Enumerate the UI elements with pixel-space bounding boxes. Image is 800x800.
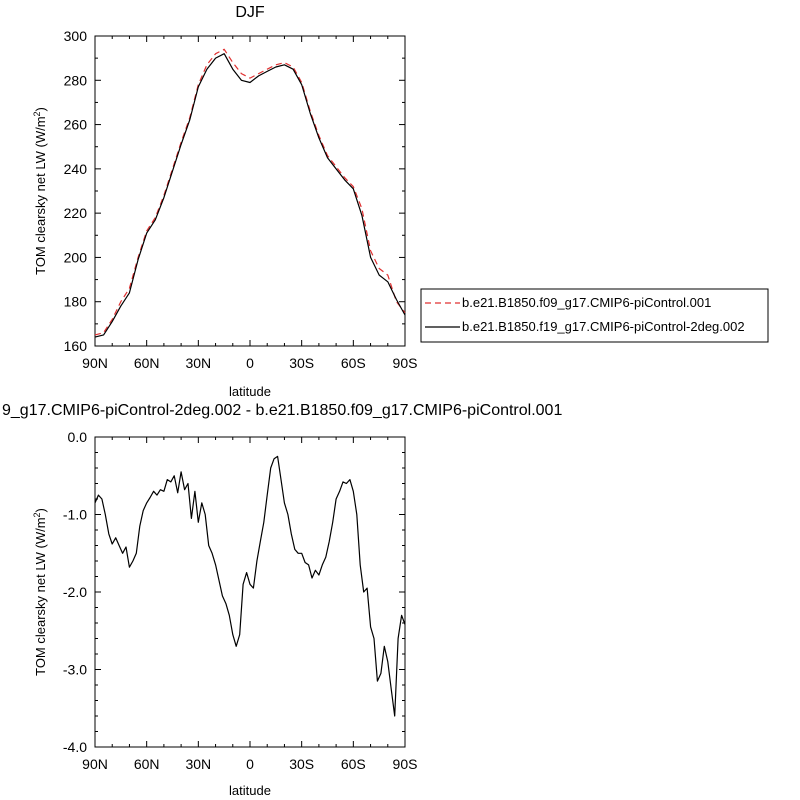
top-x-tick-label: 60N xyxy=(134,355,160,371)
bottom-x-tick-label: 30N xyxy=(185,756,211,772)
bottom-x-tick-label: 60S xyxy=(341,756,366,772)
top-x-tick-label: 30N xyxy=(185,355,211,371)
top-y-tick-label: 220 xyxy=(64,205,88,221)
bottom-series-line-1 xyxy=(94,455,406,717)
legend: b.e21.B1850.f09_g17.CMIP6-piControl.001 … xyxy=(420,288,769,343)
top-series-line-1 xyxy=(94,48,406,336)
bottom-y-tick-label: -2.0 xyxy=(63,584,87,600)
top-x-tick-label: 0 xyxy=(246,355,254,371)
top-y-axis-title: TOM clearsky net LW (W/m2) xyxy=(32,107,48,275)
bottom-x-tick-label: 90N xyxy=(82,756,108,772)
top-y-axis-title-sup: 2 xyxy=(32,111,42,116)
top-y-axis-title-main: TOM clearsky net LW (W/m xyxy=(33,116,48,274)
bottom-x-tick-label: 90S xyxy=(393,756,418,772)
top-x-axis-title: latitude xyxy=(229,384,271,399)
bottom-series-group xyxy=(94,455,406,717)
top-x-tick-label: 60S xyxy=(341,355,366,371)
top-y-tick-label: 200 xyxy=(64,249,88,265)
top-chart-panel: DJF 90N 60N 30N 0 30S 60S 90S 160 180 200 220 240 26… xyxy=(32,4,417,399)
bottom-y-axis-title: TOM clearsky net LW (W/m2) xyxy=(32,508,48,676)
bottom-y-axis-title-main: TOM clearsky net LW (W/m xyxy=(33,517,48,675)
legend-label-series-2: b.e21.B1850.f19_g17.CMIP6-piControl-2deg… xyxy=(462,319,745,334)
top-series-line-2 xyxy=(94,53,406,338)
top-x-tick-label: 90N xyxy=(82,355,108,371)
top-y-tick-label: 160 xyxy=(64,338,88,354)
top-y-tick-label: 260 xyxy=(64,117,88,133)
top-x-tick-label: 90S xyxy=(393,355,418,371)
legend-label-series-1: b.e21.B1850.f09_g17.CMIP6-piControl.001 xyxy=(462,295,711,310)
bottom-plot-frame xyxy=(94,436,406,748)
bottom-chart-title: 9_g17.CMIP6-piControl-2deg.002 - b.e21.B… xyxy=(2,402,562,419)
bottom-x-axis-title: latitude xyxy=(229,783,271,798)
bottom-y-axis-title-sup: 2 xyxy=(32,512,42,517)
bottom-y-tick-label: -3.0 xyxy=(63,662,87,678)
top-chart-title: DJF xyxy=(235,4,265,21)
bottom-y-tick-label: -1.0 xyxy=(63,507,87,523)
bottom-chart-panel: 9_g17.CMIP6-piControl-2deg.002 - b.e21.B… xyxy=(2,402,562,798)
top-series-group xyxy=(94,48,406,338)
top-y-tick-label: 180 xyxy=(64,294,88,310)
bottom-x-tick-label: 60N xyxy=(134,756,160,772)
bottom-axis-ticks: 90N 60N 30N 0 30S 60S 90S -4.0 -3.0 -2.0 -1.0 0.0 xyxy=(63,429,418,772)
bottom-x-tick-label: 0 xyxy=(246,756,254,772)
bottom-y-tick-label: -4.0 xyxy=(63,739,87,755)
top-y-tick-label: 300 xyxy=(64,28,88,44)
top-y-axis-title-end: ) xyxy=(33,107,48,111)
top-y-tick-label: 240 xyxy=(64,161,88,177)
legend-box xyxy=(420,288,769,343)
bottom-x-tick-label: 30S xyxy=(289,756,314,772)
bottom-y-axis-title-end: ) xyxy=(33,508,48,512)
bottom-y-tick-label: 0.0 xyxy=(68,429,88,445)
top-y-tick-label: 280 xyxy=(64,72,88,88)
top-axis-ticks: 90N 60N 30N 0 30S 60S 90S 160 180 200 220 240 260 280… xyxy=(64,28,418,371)
top-x-tick-label: 30S xyxy=(289,355,314,371)
